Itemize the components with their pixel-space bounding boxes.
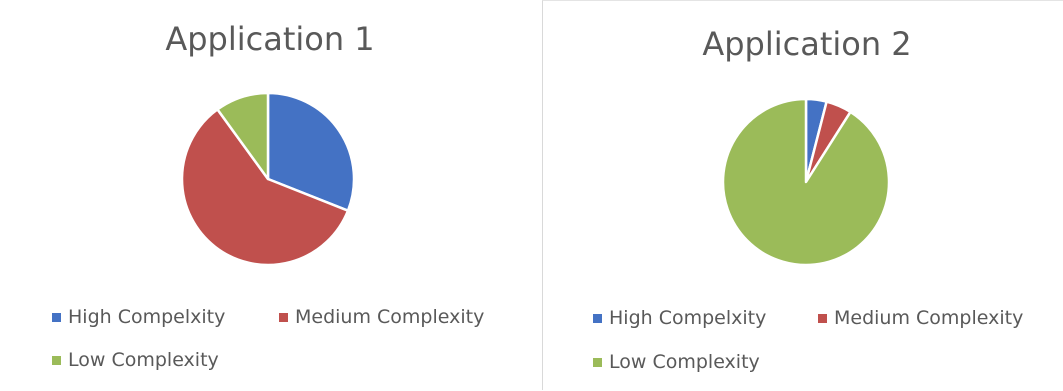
chart-panel-application-1: Application 1 High Compelxity Medium Com… xyxy=(0,0,532,390)
legend-swatch-low xyxy=(593,357,602,367)
legend-swatch-medium xyxy=(818,313,827,323)
legend-item-low: Low Complexity xyxy=(593,351,760,373)
legend-item-high: High Compelxity xyxy=(52,306,225,328)
pie-slice-low xyxy=(216,91,270,181)
legend-label: Low Complexity xyxy=(68,349,219,371)
pie-slice-high xyxy=(266,91,356,212)
pie-slice-low xyxy=(721,97,891,267)
pie-slice-medium xyxy=(180,108,350,267)
legend-item-low: Low Complexity xyxy=(52,349,219,371)
legend-label: High Compelxity xyxy=(609,307,767,329)
pie-chart xyxy=(721,97,891,267)
pie-chart xyxy=(180,91,356,267)
legend-swatch-high xyxy=(593,313,602,323)
legend-swatch-low xyxy=(52,355,61,365)
legend-swatch-medium xyxy=(279,312,288,322)
legend-label: Low Complexity xyxy=(609,351,760,373)
legend-label: Medium Complexity xyxy=(295,306,485,328)
chart-title: Application 2 xyxy=(702,25,912,63)
legend-item-high: High Compelxity xyxy=(593,307,766,329)
legend-label: Medium Complexity xyxy=(834,307,1024,329)
legend-item-medium: Medium Complexity xyxy=(818,307,1023,329)
legend-label: High Compelxity xyxy=(68,306,226,328)
chart-panel-application-2: Application 2 High Compelxity Medium Com… xyxy=(542,0,1063,390)
legend-item-medium: Medium Complexity xyxy=(279,306,484,328)
legend-swatch-high xyxy=(52,312,61,322)
chart-title: Application 1 xyxy=(165,20,375,58)
